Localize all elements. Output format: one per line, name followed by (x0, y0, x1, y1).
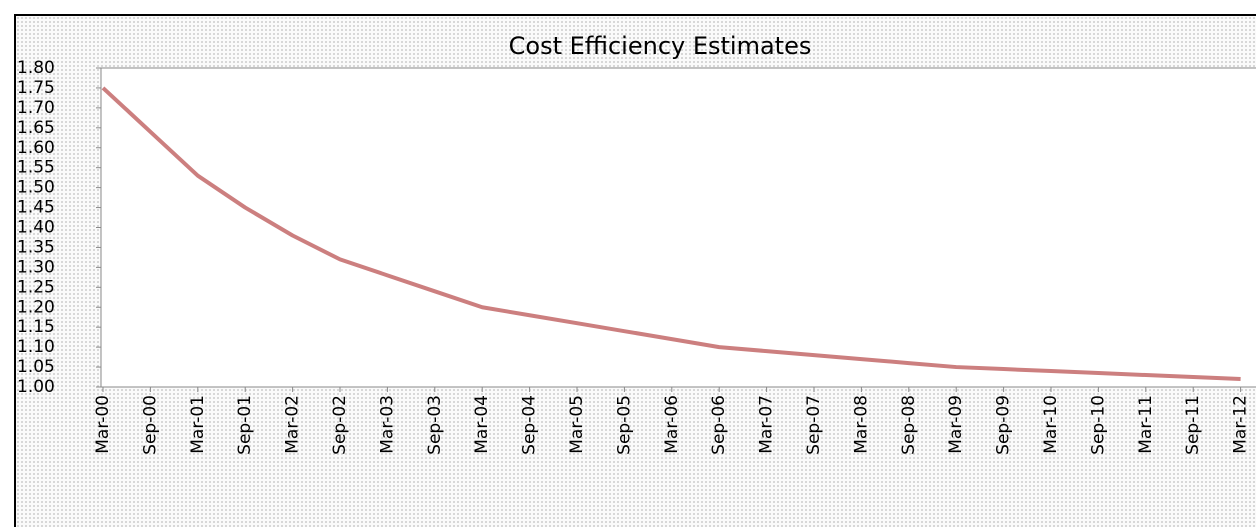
x-tick-label: Mar-04 (472, 395, 492, 454)
x-tick-label: Mar-11 (1136, 395, 1156, 454)
x-tick-label: Mar-09 (946, 395, 966, 454)
x-tick-label: Sep-10 (1088, 395, 1108, 455)
y-tick-label: 1.05 (17, 357, 55, 377)
x-tick-label: Sep-03 (425, 395, 445, 455)
x-tick-label: Sep-02 (330, 395, 350, 455)
y-tick-label: 1.00 (17, 377, 55, 397)
y-tick-label: 1.30 (17, 257, 55, 277)
chart-title: Cost Efficiency Estimates (509, 32, 812, 60)
y-tick-label: 1.25 (17, 277, 55, 297)
x-tick-label: Mar-12 (1231, 395, 1251, 454)
plot-area (100, 67, 1256, 388)
y-tick-label: 1.80 (17, 58, 55, 78)
x-tick-label: Mar-02 (283, 395, 303, 454)
y-tick-label: 1.60 (17, 138, 55, 158)
x-tick-label: Mar-10 (1041, 395, 1061, 454)
y-tick-label: 1.55 (17, 158, 55, 178)
y-tick-label: 1.35 (17, 237, 55, 257)
x-tick-label: Sep-05 (614, 395, 634, 455)
x-tick-label: Sep-04 (520, 395, 540, 455)
y-tick-label: 1.50 (17, 178, 55, 198)
y-tick-label: 1.40 (17, 218, 55, 238)
y-tick-label: 1.20 (17, 297, 55, 317)
x-tick-label: Sep-07 (804, 395, 824, 455)
x-tick-label: Mar-05 (567, 395, 587, 454)
y-tick-label: 1.75 (17, 78, 55, 98)
x-tick-label: Sep-01 (235, 395, 255, 455)
y-tick-label: 1.45 (17, 198, 55, 218)
x-tick-label: Mar-01 (188, 395, 208, 454)
x-tick-label: Sep-06 (709, 395, 729, 455)
x-tick-label: Mar-03 (377, 395, 397, 454)
x-tick-label: Sep-11 (1183, 395, 1203, 455)
x-tick-label: Sep-08 (899, 395, 919, 455)
x-tick-label: Mar-07 (757, 395, 777, 454)
y-tick-label: 1.15 (17, 317, 55, 337)
x-tick-label: Mar-06 (662, 395, 682, 454)
y-tick-label: 1.65 (17, 118, 55, 138)
y-tick-label: 1.10 (17, 337, 55, 357)
x-tick-label: Sep-00 (140, 395, 160, 455)
x-tick-label: Sep-09 (994, 395, 1014, 455)
x-tick-label: Mar-00 (93, 395, 113, 454)
x-tick-label: Mar-08 (851, 395, 871, 454)
y-tick-label: 1.70 (17, 98, 55, 118)
data-line (101, 86, 1241, 382)
